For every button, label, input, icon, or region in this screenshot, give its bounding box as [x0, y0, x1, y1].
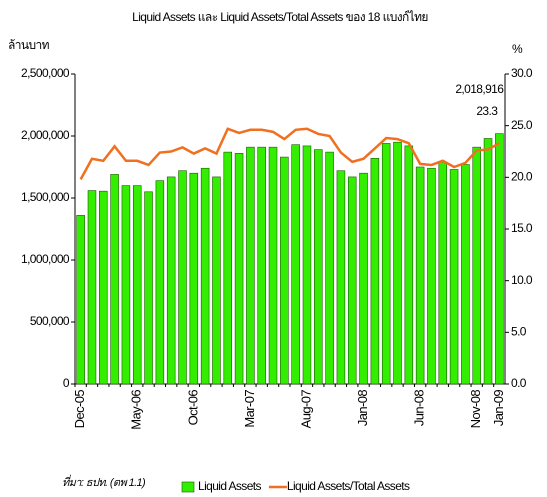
bar	[257, 146, 266, 385]
x-tick-label: Jan-09	[491, 390, 506, 427]
bar	[347, 176, 357, 385]
bar	[415, 166, 425, 385]
bar	[223, 151, 233, 385]
bar	[404, 145, 414, 385]
data-label: 23.3	[476, 104, 498, 118]
y-axis-label: ล้านบาท	[8, 38, 50, 52]
y-tick-label: 2,500,000	[21, 66, 70, 80]
bar	[110, 174, 119, 385]
bar	[427, 167, 436, 385]
x-tick-label: Nov-08	[468, 390, 483, 429]
source-note: ที่มา: ธปท. (ตพ 1.1)	[62, 474, 146, 489]
x-tick-label: Mar-07	[242, 390, 257, 428]
y2-tick-label: 30.0	[511, 66, 533, 80]
bar	[461, 164, 470, 385]
y-tick-label: 1,000,000	[21, 252, 70, 266]
x-tick-label: Dec-05	[72, 390, 87, 429]
y2-tick-label: 0.0	[511, 376, 527, 390]
bar	[121, 185, 131, 385]
data-label: 2,018,916	[455, 82, 504, 96]
y2-axis-label: %	[512, 42, 523, 56]
bar	[314, 149, 323, 385]
bar	[393, 141, 402, 385]
bar	[472, 146, 481, 385]
bar	[381, 143, 391, 385]
x-tick-label: Jun-08	[412, 390, 427, 427]
legend-label: Liquid Assets/Total Assets	[287, 479, 410, 493]
bar	[144, 191, 153, 385]
bar	[178, 170, 187, 385]
bar	[268, 146, 278, 385]
y2-tick-label: 15.0	[511, 221, 533, 235]
x-tick-label: May-06	[129, 390, 144, 430]
bar	[166, 176, 176, 385]
bar	[483, 138, 493, 385]
bar	[212, 176, 221, 385]
y-tick-label: 500,000	[30, 314, 70, 328]
y-tick-label: 0	[63, 376, 70, 390]
y2-tick-label: 10.0	[511, 273, 533, 287]
line	[79, 127, 500, 181]
bar	[325, 151, 334, 385]
bar	[291, 144, 300, 385]
bar	[87, 190, 97, 385]
bar	[336, 170, 346, 385]
legend-swatch	[181, 481, 195, 493]
bar	[99, 190, 108, 385]
bar	[302, 145, 312, 385]
bar	[370, 158, 380, 385]
legend-label: Liquid Assets	[198, 479, 262, 493]
bar	[132, 185, 142, 385]
bar	[155, 180, 165, 385]
bar	[495, 133, 504, 385]
bar	[189, 172, 199, 385]
y-tick-label: 1,500,000	[21, 190, 70, 204]
x-tick-label: Jan-08	[355, 390, 370, 427]
y2-tick-label: 25.0	[511, 118, 533, 132]
y2-tick-label: 5.0	[511, 325, 527, 339]
x-tick-label: Aug-07	[298, 390, 313, 429]
bar	[359, 172, 368, 385]
y2-tick-label: 20.0	[511, 170, 533, 184]
bar	[280, 156, 289, 385]
bar	[200, 167, 210, 385]
bar	[246, 146, 255, 385]
chart-title: Liquid Assets และ Liquid Assets/Total As…	[132, 10, 428, 24]
bar	[234, 153, 244, 385]
bar	[449, 169, 459, 385]
y-tick-label: 2,000,000	[21, 128, 70, 142]
bar	[438, 161, 448, 385]
x-tick-label: Oct-06	[185, 390, 200, 426]
bar	[76, 215, 85, 385]
